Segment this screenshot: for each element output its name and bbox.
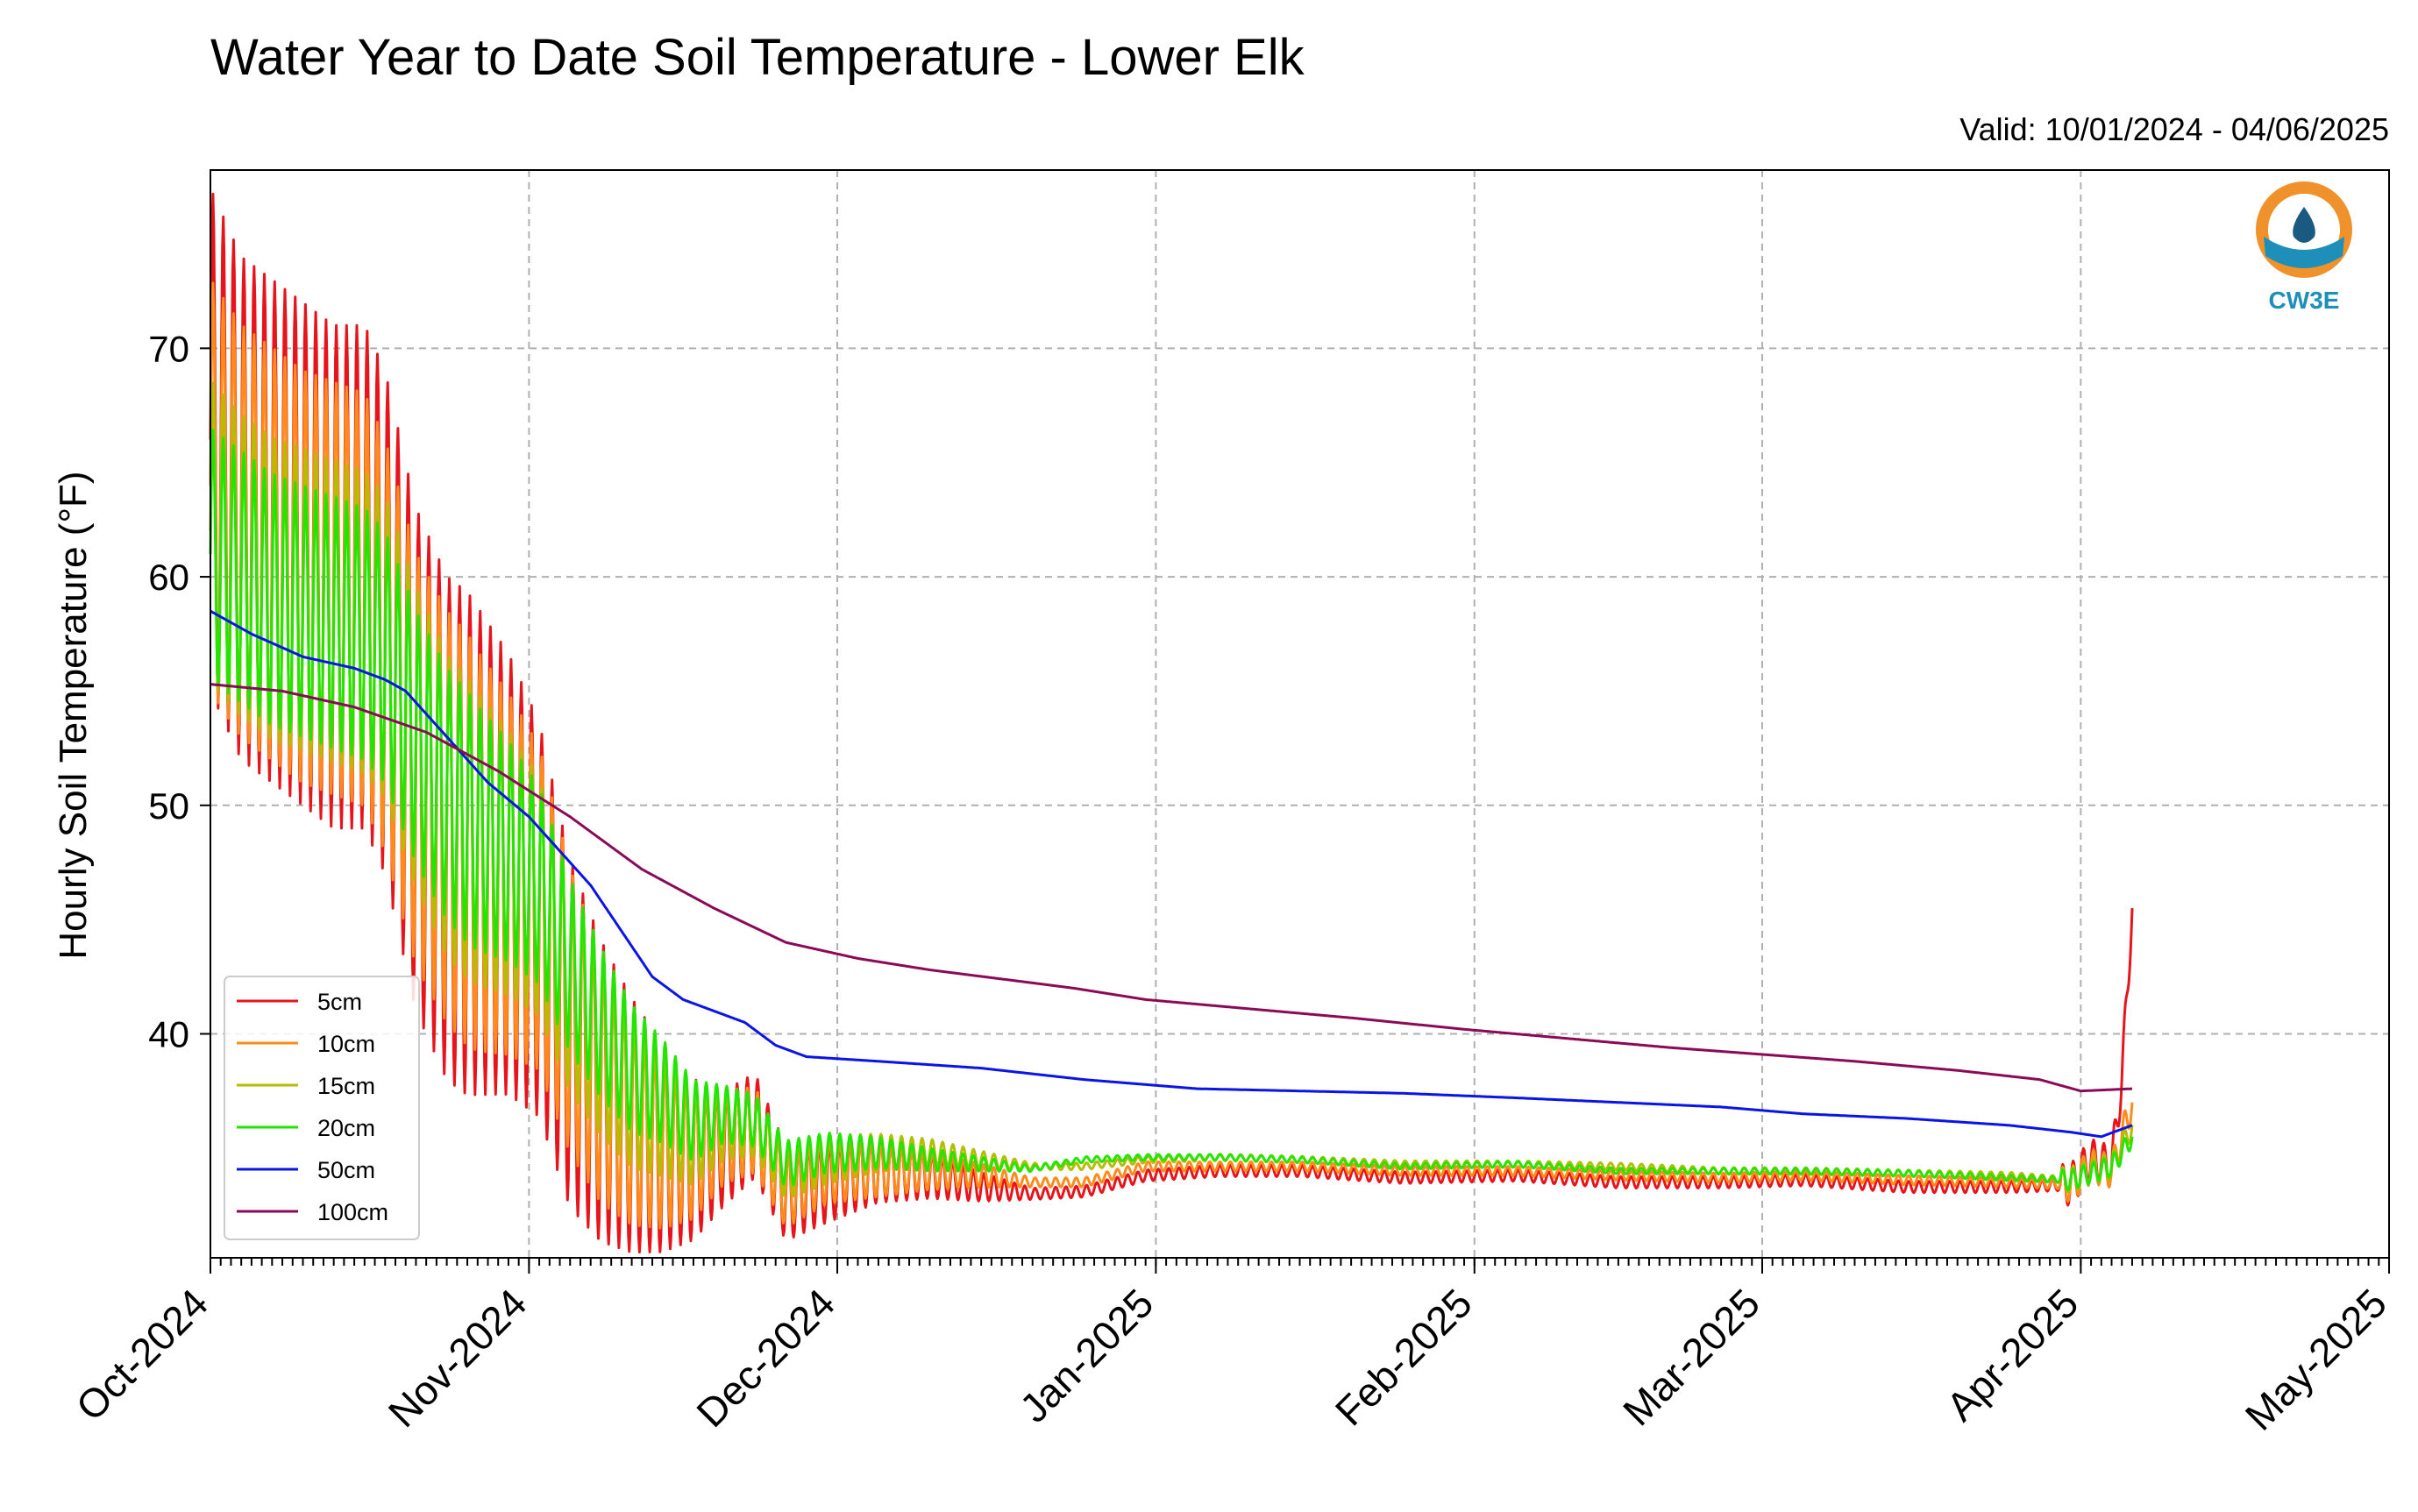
valid-date-range: Valid: 10/01/2024 - 04/06/2025 — [1959, 111, 2389, 147]
y-tick-label: 70 — [148, 328, 189, 369]
series-line-50cm — [210, 609, 2133, 1139]
legend-label: 15cm — [317, 1073, 375, 1099]
series-lines — [209, 192, 2134, 1254]
legend: 5cm 10cm 15cm 20cm 50cm 100cm — [224, 976, 420, 1240]
grid-lines — [210, 170, 2389, 1258]
y-tick-label: 40 — [148, 1014, 189, 1055]
legend-label: 50cm — [317, 1157, 375, 1183]
y-axis-label: Hourly Soil Temperature (°F) — [52, 471, 95, 959]
legend-label: 5cm — [317, 989, 362, 1015]
logo-ring-icon — [2256, 181, 2352, 278]
y-tick-label: 50 — [148, 785, 189, 827]
series-line-20cm — [209, 429, 2134, 1192]
series-line-10cm — [209, 281, 2134, 1230]
cw3e-logo: CW3E — [2256, 181, 2352, 314]
chart-title: Water Year to Date Soil Temperature - Lo… — [210, 29, 1305, 86]
legend-label: 20cm — [317, 1115, 375, 1141]
series-line-100cm — [210, 683, 2133, 1093]
logo-drop-icon — [2293, 207, 2315, 243]
logo-text: CW3E — [2269, 287, 2340, 314]
series-line-5cm — [209, 192, 2134, 1254]
logo-wave-icon — [2264, 237, 2344, 268]
legend-label: 10cm — [317, 1031, 375, 1057]
y-tick-label: 60 — [148, 557, 189, 598]
legend-label: 100cm — [317, 1199, 388, 1225]
